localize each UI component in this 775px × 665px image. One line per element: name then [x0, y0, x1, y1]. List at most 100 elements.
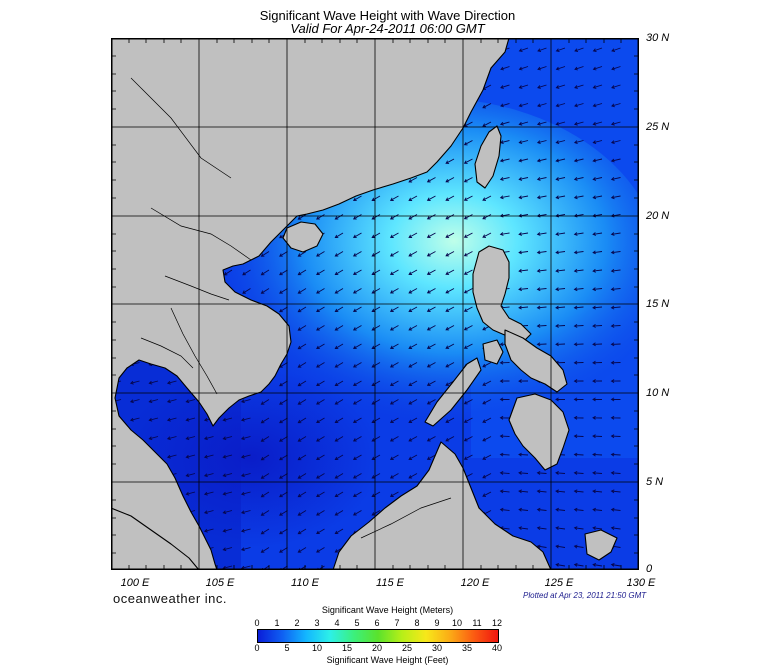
wave-arrow	[499, 379, 510, 383]
wave-arrow	[371, 399, 381, 405]
feet-tick: 15	[341, 643, 353, 653]
wave-arrow	[573, 268, 584, 273]
wave-arrow	[279, 380, 288, 387]
wave-arrow	[610, 140, 621, 145]
wave-arrow	[499, 434, 510, 439]
wave-arrow	[297, 454, 307, 461]
wave-arrow	[334, 528, 344, 535]
wave-arrow	[352, 399, 362, 405]
wave-arrow	[352, 288, 362, 294]
wave-arrow	[536, 287, 547, 292]
wave-arrow	[129, 399, 140, 404]
wave-arrow	[573, 397, 584, 402]
wave-arrow	[592, 195, 603, 200]
wave-arrow	[316, 454, 325, 461]
wave-arrow	[555, 121, 566, 126]
wave-arrow	[536, 121, 547, 126]
wave-arrow	[592, 452, 603, 457]
wave-arrow	[408, 214, 418, 220]
wave-arrow	[537, 47, 547, 53]
lat-label-0: 0	[646, 563, 653, 575]
meter-tick: 0	[254, 618, 260, 628]
meter-tick: 5	[354, 618, 360, 628]
wave-arrow	[389, 251, 399, 257]
wave-arrow	[610, 232, 621, 236]
wave-arrow	[316, 251, 325, 257]
wave-arrow	[316, 528, 325, 535]
wave-arrow	[352, 473, 362, 479]
wave-arrow	[352, 436, 362, 442]
wave-arrow	[426, 454, 436, 460]
wave-arrow	[518, 379, 529, 383]
wave-arrow	[371, 343, 381, 349]
palawan-island	[424, 357, 482, 427]
wave-arrow	[297, 436, 307, 442]
wave-arrow	[371, 214, 381, 220]
wave-arrow	[334, 436, 344, 442]
wave-arrow	[334, 269, 344, 276]
wave-arrow	[555, 526, 566, 531]
wave-arrow	[611, 47, 621, 53]
wave-arrow	[426, 362, 436, 368]
feet-tick: 20	[371, 643, 383, 653]
wave-arrow	[389, 195, 399, 201]
wave-arrow	[352, 454, 362, 461]
wave-arrow	[592, 434, 603, 439]
wave-arrow	[463, 288, 473, 294]
wave-arrow	[223, 269, 233, 276]
wave-arrow	[279, 454, 288, 461]
wave-arrow	[297, 362, 307, 368]
wave-arrow	[463, 343, 473, 349]
wave-arrow	[518, 158, 529, 163]
wave-arrow	[555, 103, 566, 108]
wave-arrow	[463, 140, 473, 146]
wave-arrow	[408, 362, 418, 368]
wave-arrow	[260, 473, 270, 479]
wave-arrow	[518, 140, 529, 145]
wave-arrow	[592, 471, 603, 475]
wave-arrow	[389, 362, 399, 368]
wave-arrow	[334, 214, 344, 220]
wave-height-colorbar	[257, 629, 499, 643]
wave-arrow	[592, 250, 603, 255]
wave-arrow	[352, 232, 362, 239]
wave-arrow	[279, 288, 288, 294]
wave-arrow	[463, 214, 473, 220]
meter-tick: 2	[294, 618, 300, 628]
lon-label-110e: 110 E	[291, 577, 319, 589]
wave-arrow	[426, 343, 436, 349]
wave-arrow	[574, 66, 584, 71]
wave-arrow	[166, 380, 177, 385]
wave-arrow	[334, 380, 344, 387]
wave-arrow	[389, 380, 399, 386]
lon-label-100e: 100 E	[120, 577, 150, 589]
wave-arrow	[389, 491, 399, 497]
wave-arrow	[316, 473, 325, 479]
wave-arrow	[610, 324, 621, 328]
lon-label-120e: 120 E	[460, 577, 490, 589]
wave-arrow	[222, 528, 233, 533]
wave-arrow	[371, 362, 381, 368]
wave-arrow	[445, 436, 455, 442]
wave-arrow	[260, 510, 270, 516]
wave-arrow	[408, 473, 418, 479]
feet-tick: 10	[311, 643, 323, 653]
wave-arrow	[499, 195, 510, 200]
wave-arrow	[573, 195, 584, 200]
wave-arrow	[334, 306, 344, 313]
wave-arrow	[222, 417, 233, 422]
wave-arrow	[573, 232, 584, 236]
wave-arrow	[297, 417, 307, 424]
wave-arrow	[573, 360, 584, 365]
wave-arrow	[408, 436, 418, 442]
wave-arrow	[592, 360, 603, 365]
wave-arrow	[445, 269, 455, 275]
wave-arrow	[389, 288, 399, 294]
wave-arrow	[297, 288, 307, 294]
wave-arrow	[408, 306, 418, 312]
wave-arrow	[555, 471, 566, 475]
meter-tick: 3	[314, 618, 320, 628]
wave-arrow	[260, 251, 270, 257]
wave-arrow	[482, 454, 492, 460]
wave-arrow	[573, 158, 584, 163]
